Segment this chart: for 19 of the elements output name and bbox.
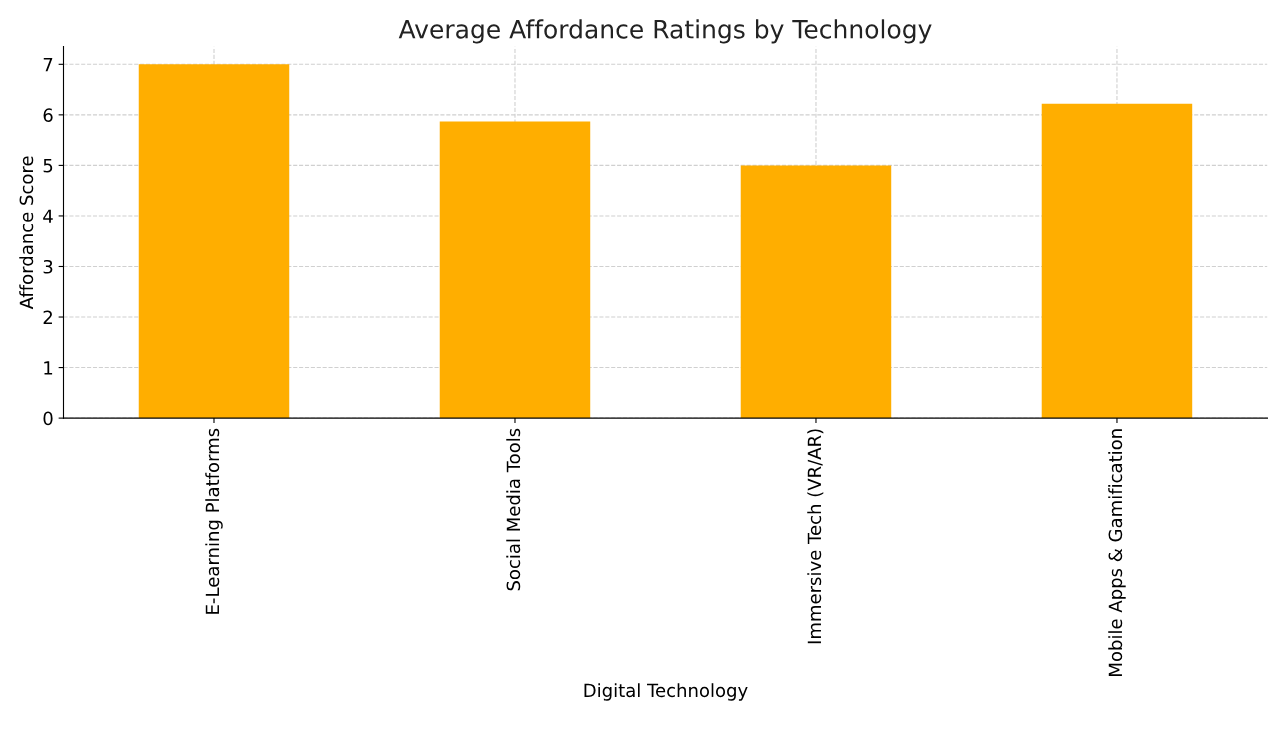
y-tick-label: 7 (43, 58, 53, 72)
y-tick-label: 2 (43, 310, 52, 324)
y-tick-label: 6 (43, 108, 53, 122)
y-tick-label: 3 (43, 259, 53, 274)
bar (1041, 103, 1193, 419)
y-tick-label: 4 (43, 209, 53, 223)
chart-title: Average Affordance Ratings by Technology (398, 19, 932, 44)
y-axis-title: Affordance Score (19, 156, 34, 310)
x-tick-label: Immersive Tech (VR/AR) (807, 429, 824, 644)
y-tick-label: 1 (44, 361, 53, 375)
bar (740, 165, 892, 419)
x-tick-label: E-Learning Platforms (205, 428, 223, 614)
bar (439, 121, 591, 419)
bar (138, 64, 290, 419)
x-tick-label: Mobile Apps & Gamification (1108, 429, 1126, 676)
y-tick-label: 5 (43, 159, 53, 173)
x-axis-title: Digital Technology (584, 683, 748, 701)
y-tick-label: 0 (43, 411, 53, 426)
x-tick-label: Social Media Tools (506, 428, 521, 591)
